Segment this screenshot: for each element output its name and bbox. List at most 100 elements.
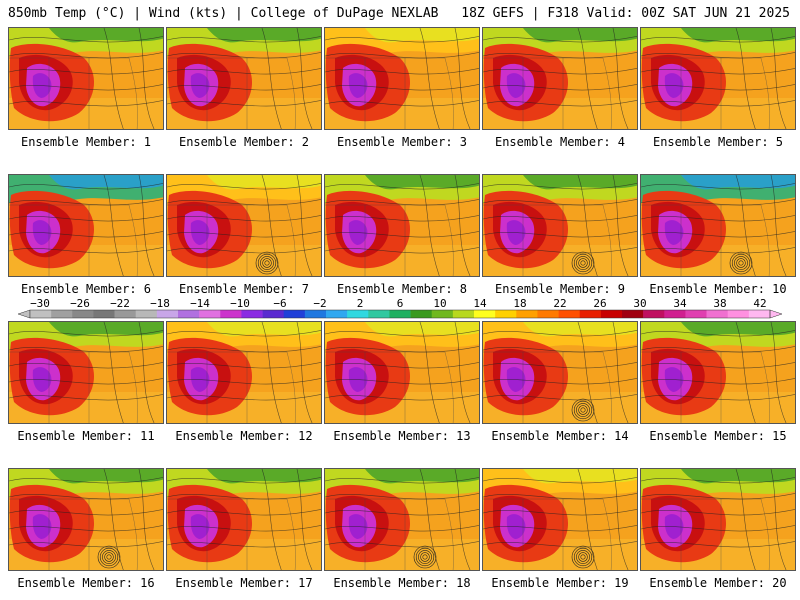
ensemble-member-label: Ensemble Member: 6 bbox=[20, 282, 152, 296]
colorbar-segment bbox=[220, 310, 242, 318]
colorbar-segment bbox=[622, 310, 644, 318]
colorbar-tick-label: −14 bbox=[190, 297, 210, 310]
colorbar-segment bbox=[685, 310, 707, 318]
colorbar-segment bbox=[706, 310, 729, 318]
temperature-map-17 bbox=[167, 469, 321, 570]
colorbar-tick-label: −18 bbox=[150, 297, 170, 310]
colorbar-segment bbox=[241, 310, 263, 318]
temperature-map-6 bbox=[9, 175, 163, 276]
temperature-map-14 bbox=[483, 322, 637, 423]
ensemble-member-label: Ensemble Member: 15 bbox=[649, 429, 787, 443]
temperature-map-3 bbox=[325, 28, 479, 129]
tropical-low-contours bbox=[571, 251, 595, 275]
ensemble-panel-17 bbox=[166, 468, 322, 571]
colorbar-segment bbox=[30, 310, 52, 318]
colorbar-segment bbox=[178, 310, 200, 318]
ensemble-member-label: Ensemble Member: 11 bbox=[17, 429, 155, 443]
temperature-map-4 bbox=[483, 28, 637, 129]
temperature-map-2 bbox=[167, 28, 321, 129]
colorbar-tick-label: −6 bbox=[273, 297, 286, 310]
temperature-map-10 bbox=[641, 175, 795, 276]
ensemble-panel-2 bbox=[166, 27, 322, 130]
ensemble-panel-18 bbox=[324, 468, 480, 571]
ensemble-panel-16 bbox=[8, 468, 164, 571]
ensemble-member-label: Ensemble Member: 7 bbox=[178, 282, 310, 296]
colorbar-segment bbox=[748, 310, 771, 318]
ensemble-panel-8 bbox=[324, 174, 480, 277]
ensemble-member-label: Ensemble Member: 8 bbox=[336, 282, 468, 296]
ensemble-member-label: Ensemble Member: 17 bbox=[175, 576, 313, 590]
colorbar-tick-label: −2 bbox=[313, 297, 326, 310]
colorbar-segment bbox=[579, 310, 602, 318]
ensemble-panel-19 bbox=[482, 468, 638, 571]
colorbar-tick-label: −30 bbox=[30, 297, 50, 310]
temperature-map-12 bbox=[167, 322, 321, 423]
temperature-map-19 bbox=[483, 469, 637, 570]
colorbar-segment bbox=[199, 310, 221, 318]
tropical-low-contours bbox=[571, 398, 595, 422]
colorbar-segment bbox=[495, 310, 517, 318]
colorbar-tick-label: 34 bbox=[673, 297, 687, 310]
colorbar-segment bbox=[156, 310, 179, 318]
ensemble-member-label: Ensemble Member: 19 bbox=[491, 576, 629, 590]
colorbar-tick-label: 22 bbox=[553, 297, 566, 310]
colorbar-tick-label: 14 bbox=[473, 297, 487, 310]
colorbar-segment bbox=[135, 310, 158, 318]
colorbar-segment bbox=[72, 310, 94, 318]
run-valid-time: 18Z GEFS | F318 Valid: 00Z SAT JUN 21 20… bbox=[461, 6, 790, 21]
colorbar-arrow-right bbox=[769, 309, 783, 319]
ensemble-member-label: Ensemble Member: 10 bbox=[649, 282, 787, 296]
colorbar-segment bbox=[347, 310, 369, 318]
colorbar-segment bbox=[51, 310, 73, 318]
colorbar-segment bbox=[516, 310, 538, 318]
ensemble-panel-20 bbox=[640, 468, 796, 571]
tropical-low-contours bbox=[97, 545, 121, 569]
ensemble-member-label: Ensemble Member: 20 bbox=[649, 576, 787, 590]
colorbar-segment bbox=[304, 310, 327, 318]
tropical-low-contours bbox=[571, 545, 595, 569]
ensemble-panel-7 bbox=[166, 174, 322, 277]
temperature-map-7 bbox=[167, 175, 321, 276]
temperature-map-11 bbox=[9, 322, 163, 423]
colorbar-segment bbox=[452, 310, 475, 318]
ensemble-panel-3 bbox=[324, 27, 480, 130]
ensemble-panel-1 bbox=[8, 27, 164, 130]
ensemble-panel-13 bbox=[324, 321, 480, 424]
ensemble-panel-15 bbox=[640, 321, 796, 424]
colorbar-segment bbox=[643, 310, 665, 318]
ensemble-panel-11 bbox=[8, 321, 164, 424]
colorbar-tick-label: 38 bbox=[713, 297, 726, 310]
temperature-colorbar: −30 −26 −22 −18 −14 −10 −6 −2 2 6 10 14 18 22 26 30 34 38… bbox=[17, 297, 783, 319]
temperature-map-9 bbox=[483, 175, 637, 276]
colorbar-arrow-left bbox=[17, 309, 31, 319]
colorbar-segment bbox=[262, 310, 285, 318]
ensemble-member-label: Ensemble Member: 1 bbox=[20, 135, 152, 149]
tropical-low-contours bbox=[413, 545, 437, 569]
ensemble-member-label: Ensemble Member: 4 bbox=[494, 135, 626, 149]
colorbar-tick-label: 18 bbox=[513, 297, 526, 310]
colorbar-tick-label: 42 bbox=[753, 297, 766, 310]
temperature-map-18 bbox=[325, 469, 479, 570]
ensemble-member-label: Ensemble Member: 12 bbox=[175, 429, 313, 443]
colorbar-segment bbox=[93, 310, 115, 318]
colorbar-tick-label: −26 bbox=[70, 297, 90, 310]
colorbar-segment bbox=[664, 310, 686, 318]
colorbar-segment bbox=[114, 310, 137, 318]
colorbar-segment bbox=[558, 310, 581, 318]
temperature-map-15 bbox=[641, 322, 795, 423]
temperature-map-13 bbox=[325, 322, 479, 423]
colorbar-tick-label: 26 bbox=[593, 297, 606, 310]
colorbar-tick-label: 6 bbox=[397, 297, 404, 310]
temperature-map-5 bbox=[641, 28, 795, 129]
temperature-map-1 bbox=[9, 28, 163, 129]
ensemble-member-label: Ensemble Member: 13 bbox=[333, 429, 471, 443]
tropical-low-contours bbox=[729, 251, 753, 275]
ensemble-panel-12 bbox=[166, 321, 322, 424]
ensemble-member-label: Ensemble Member: 14 bbox=[491, 429, 629, 443]
colorbar-segment bbox=[727, 310, 750, 318]
colorbar-segment bbox=[410, 310, 433, 318]
colorbar-tick-label: −22 bbox=[110, 297, 130, 310]
ensemble-panel-10 bbox=[640, 174, 796, 277]
colorbar-tick-label: 30 bbox=[633, 297, 646, 310]
temperature-map-16 bbox=[9, 469, 163, 570]
